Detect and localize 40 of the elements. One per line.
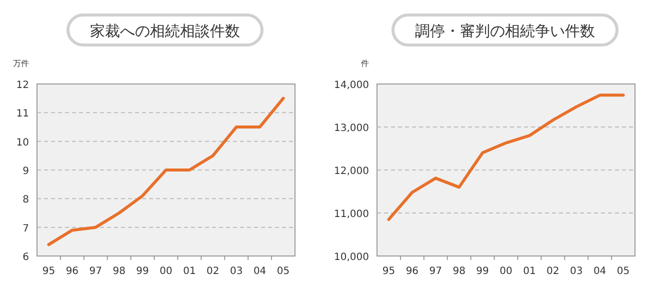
x-tick-label: 95 xyxy=(42,266,56,277)
x-tick-label: 01 xyxy=(523,266,536,277)
y-tick-label: 11 xyxy=(16,108,29,120)
x-tick-label: 03 xyxy=(230,266,243,277)
x-tick-label: 97 xyxy=(429,266,442,277)
x-tick-label: 00 xyxy=(160,266,172,277)
line-series xyxy=(47,96,285,246)
x-tick-label: 99 xyxy=(136,266,149,277)
y-tick-label: 10 xyxy=(16,137,29,148)
y-axis-title: 件 xyxy=(361,59,369,68)
chart-title: 家裁への相続相談件数 xyxy=(90,22,240,40)
x-tick-label: 95 xyxy=(382,266,396,277)
x-tick-label: 96 xyxy=(66,266,79,277)
chart-title: 調停・審判の相続争い件数 xyxy=(415,22,595,40)
x-tick-label: 04 xyxy=(253,266,266,277)
x-tick-label: 05 xyxy=(616,266,630,277)
y-tick-label: 10,000 xyxy=(334,252,369,263)
y-tick-label: 14,000 xyxy=(334,80,369,91)
x-tick-label: 98 xyxy=(452,266,466,277)
line-series xyxy=(387,94,625,221)
y-tick-label: 12,000 xyxy=(334,166,369,177)
x-tick-label: 97 xyxy=(89,266,102,277)
x-tick-label: 99 xyxy=(476,266,489,277)
x-tick-label: 96 xyxy=(406,266,419,277)
y-axis-title: 万件 xyxy=(13,59,29,68)
y-tick-label: 7 xyxy=(22,223,29,234)
y-tick-label: 12 xyxy=(16,80,29,91)
x-tick-label: 02 xyxy=(546,266,560,277)
x-tick-label: 98 xyxy=(112,266,126,277)
y-tick-label: 6 xyxy=(22,252,29,263)
x-tick-label: 05 xyxy=(276,266,290,277)
x-tick-label: 00 xyxy=(500,266,512,277)
x-tick-label: 03 xyxy=(570,266,583,277)
y-tick-label: 11,000 xyxy=(334,209,369,220)
y-tick-label: 13,000 xyxy=(334,123,369,134)
x-tick-label: 04 xyxy=(593,266,606,277)
x-tick-label: 02 xyxy=(206,266,220,277)
x-tick-label: 01 xyxy=(183,266,196,277)
y-tick-label: 8 xyxy=(22,194,29,206)
y-tick-label: 9 xyxy=(22,166,29,177)
